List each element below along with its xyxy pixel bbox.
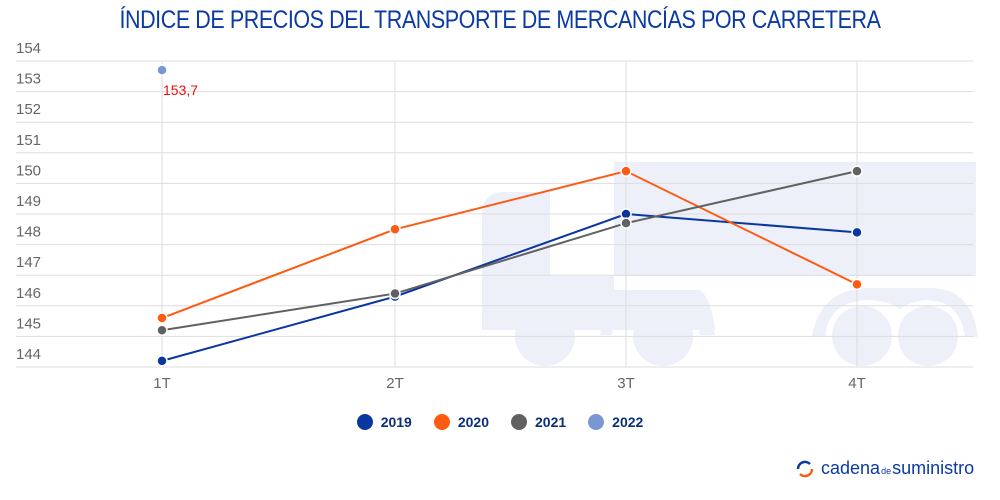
y-tick-label: 145 bbox=[16, 315, 41, 332]
data-point-2019 bbox=[156, 355, 168, 367]
y-tick-label: 151 bbox=[16, 132, 41, 149]
brand-logo: cadena de suministro bbox=[795, 458, 974, 479]
y-tick-label: 153 bbox=[16, 71, 41, 88]
series-line-2019 bbox=[161, 212, 858, 362]
y-tick-label: 148 bbox=[16, 224, 41, 241]
legend-marker bbox=[433, 414, 450, 430]
series-line-2020 bbox=[161, 170, 858, 319]
brand-part3: suministro bbox=[892, 458, 975, 478]
x-tick-label: 2T bbox=[386, 375, 404, 392]
y-tick-label: 152 bbox=[16, 101, 41, 118]
chart-title: ÍNDICE DE PRECIOS DEL TRANSPORTE DE MERC… bbox=[119, 6, 881, 34]
legend-item-2022[interactable]: 2022 bbox=[588, 414, 643, 430]
legend: 2019 2020 2021 2022 bbox=[0, 414, 1000, 430]
legend-label: 2019 bbox=[380, 414, 412, 430]
brand-part2: de bbox=[881, 466, 892, 476]
legend-label: 2020 bbox=[457, 414, 489, 430]
x-tick-label: 1T bbox=[153, 375, 171, 392]
y-tick-label: 146 bbox=[16, 285, 41, 302]
data-point-2020 bbox=[156, 312, 168, 324]
data-point-2021 bbox=[620, 217, 632, 229]
x-tick-label: 3T bbox=[617, 375, 635, 392]
y-tick-label: 144 bbox=[16, 346, 41, 363]
y-tick-label: 154 bbox=[16, 40, 41, 57]
data-point-2021 bbox=[389, 287, 401, 300]
data-point-2022 bbox=[156, 64, 168, 76]
legend-label: 2021 bbox=[535, 414, 567, 430]
y-tick-label: 150 bbox=[16, 162, 41, 179]
x-tick-label: 4T bbox=[848, 375, 866, 392]
y-tick-label: 149 bbox=[16, 193, 41, 210]
data-label: 153,7 bbox=[163, 82, 198, 98]
truck-watermark bbox=[482, 162, 978, 366]
series-line-2021 bbox=[161, 170, 858, 332]
y-tick-label: 147 bbox=[16, 254, 41, 271]
legend-item-2020[interactable]: 2020 bbox=[433, 414, 489, 430]
legend-marker bbox=[588, 414, 605, 430]
data-point-2021 bbox=[156, 324, 168, 337]
legend-marker bbox=[511, 414, 527, 430]
data-point-2020 bbox=[620, 165, 632, 177]
data-point-2020 bbox=[851, 278, 863, 291]
data-point-2019 bbox=[851, 226, 863, 239]
legend-item-2019[interactable]: 2019 bbox=[356, 414, 412, 430]
legend-marker bbox=[356, 414, 373, 430]
legend-item-2021[interactable]: 2021 bbox=[511, 414, 566, 430]
legend-label: 2022 bbox=[612, 414, 644, 430]
data-point-2020 bbox=[389, 223, 401, 236]
brand-part1: cadena bbox=[821, 458, 881, 478]
data-point-2021 bbox=[851, 165, 863, 177]
cycle-arrows-icon bbox=[796, 460, 814, 477]
